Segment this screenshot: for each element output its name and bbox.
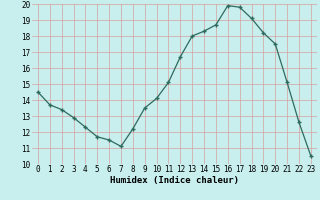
X-axis label: Humidex (Indice chaleur): Humidex (Indice chaleur)	[110, 176, 239, 185]
